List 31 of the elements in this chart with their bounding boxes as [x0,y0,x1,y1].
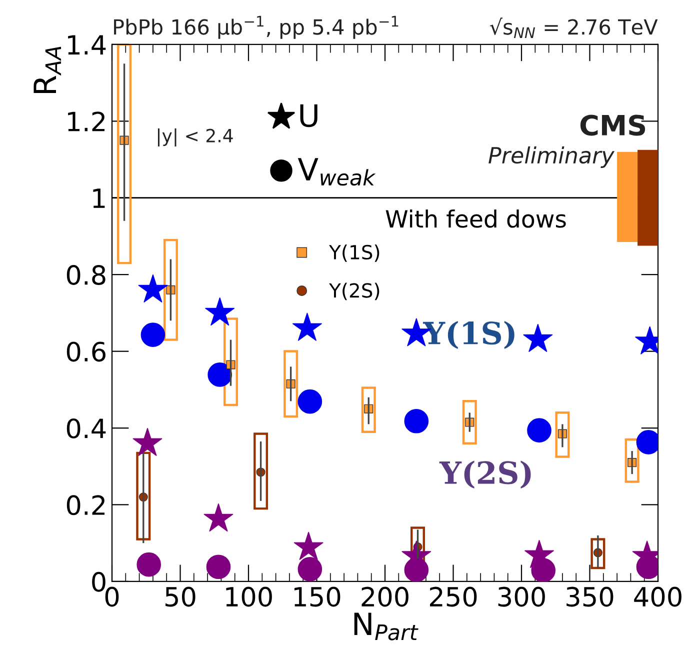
y-tick-label: 1 [93,188,105,208]
annotation: CMS [580,114,646,136]
x-tick-label: 350 [566,586,614,607]
x-axis-title: N$_{Part}$ [354,612,418,640]
x-tick-label: 300 [498,586,545,607]
legend-label: Υ(1S) [329,244,380,262]
annotation: Preliminary [488,146,615,168]
annotation: With feed dows [386,210,566,228]
x-tick-label: 50 [165,586,196,607]
y-tick-label: 0 [92,572,106,592]
annotation: Υ(2S) [439,460,531,489]
x-tick-label: 200 [362,586,408,607]
legend-label: Υ(2S) [329,282,380,300]
text: PbPb 166 μb$^{−1}$, pp 5.4 pb$^{−1}$ [114,16,398,39]
annotation: Υ(1S) [422,320,514,349]
y-axis-title: R$_{AA}$ [34,46,62,94]
annotation: |y| < 2.4 [158,128,233,146]
y-tick-label: 1.2 [68,112,104,132]
x-tick-label: 100 [226,586,272,607]
annotation: V$_{weak}$ [298,158,376,186]
x-tick-label: 400 [634,586,682,607]
text: √s$_{NN}$ = 2.76 TeV [490,18,658,38]
y-tick-label: 0.2 [66,495,104,516]
y-tick-label: 0.8 [66,265,106,285]
x-tick-label: 250 [430,586,477,607]
x-tick-label: 0 [105,586,119,607]
y-tick-label: 0.6 [66,342,106,362]
y-tick-label: 1.4 [68,35,106,54]
x-tick-label: 150 [294,586,340,607]
annotation: U [300,104,318,128]
y-tick-label: 0.4 [66,418,106,438]
